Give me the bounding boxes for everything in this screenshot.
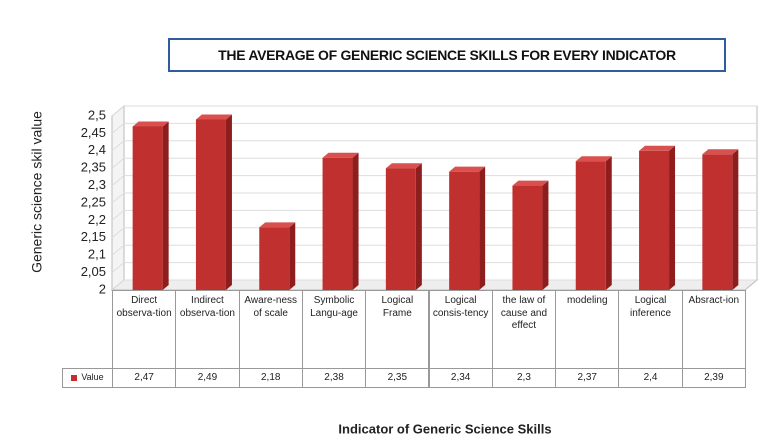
bar-side [352,152,359,290]
y-tick-label: 2,5 [88,107,106,122]
bar-top [132,121,169,127]
bar-top [512,180,549,186]
data-label: 2,37 [555,368,620,388]
bar-top [259,222,296,228]
bar-side [605,156,612,290]
y-tick-label: 2,4 [88,142,106,157]
bar [702,154,733,290]
grid-line [111,105,757,117]
bar-top [575,156,612,162]
bar-side [732,149,739,290]
bar-top [385,163,422,169]
legend-cell: Value [62,368,113,388]
bar [322,157,353,290]
x-tick-label: modeling [555,290,620,369]
data-label: 2,38 [301,368,367,388]
y-tick-label: 2,1 [88,247,106,262]
bar [132,126,163,290]
data-label: 2,49 [175,368,240,388]
bar [639,150,670,290]
bar-side [289,222,296,290]
bar [385,168,416,290]
x-tick-label: Aware-ness of scale [238,290,303,369]
bar-top [449,166,486,172]
bar-top [322,152,359,158]
bar [449,171,480,290]
data-label: 2,35 [365,368,430,388]
y-tick-label: 2,05 [81,264,106,279]
x-tick-label: Indirect observa-tion [175,290,240,369]
bar [575,161,606,290]
x-tick-label: the law of cause and effect [491,290,557,369]
legend-swatch [71,375,78,381]
grid-line [111,122,757,134]
x-tick-label: Absract-ion [681,290,746,369]
grid-line [111,157,757,169]
x-tick-label: Logical inference [618,290,683,369]
x-tick-label: Symbolic Langu-age [301,290,367,369]
bar [195,119,226,290]
bar-side [542,180,549,290]
data-label: 2,4 [618,368,683,388]
bar-top [702,149,739,155]
x-tick-label: Logical consis-tency [428,290,493,369]
bar-side [225,114,232,290]
x-axis-label: Indicator of Generic Science Skills [338,421,551,436]
data-label: 2,34 [428,368,493,388]
bar-side [479,166,486,290]
bar-top [195,114,232,120]
data-label: 2,18 [238,368,303,388]
bar-side [669,145,676,290]
x-tick-label: Logical Frame [365,290,430,369]
y-tick-label: 2,45 [81,125,106,140]
y-tick-label: 2 [99,281,106,296]
grid-line [111,175,757,186]
y-tick-label: 2,15 [81,229,106,244]
y-axis-label: Generic science skil value [29,111,45,273]
bar [259,227,290,290]
bar-top [639,145,676,151]
y-tick-label: 2,2 [88,212,106,227]
bar-side [162,121,169,290]
grid-line [111,140,757,152]
data-label: 2,39 [681,368,746,388]
bar [512,185,543,290]
y-tick-label: 2,35 [81,160,106,175]
chart-title: THE AVERAGE OF GENERIC SCIENCE SKILLS FO… [168,38,726,72]
data-label: 2,3 [491,368,557,388]
x-tick-label: Direct observa-tion [112,290,177,369]
y-tick-label: 2,25 [81,194,106,209]
y-tick-label: 2,3 [88,177,106,192]
bar-side [415,163,422,290]
data-label: 2,47 [112,368,177,388]
legend-label: Value [81,372,104,383]
